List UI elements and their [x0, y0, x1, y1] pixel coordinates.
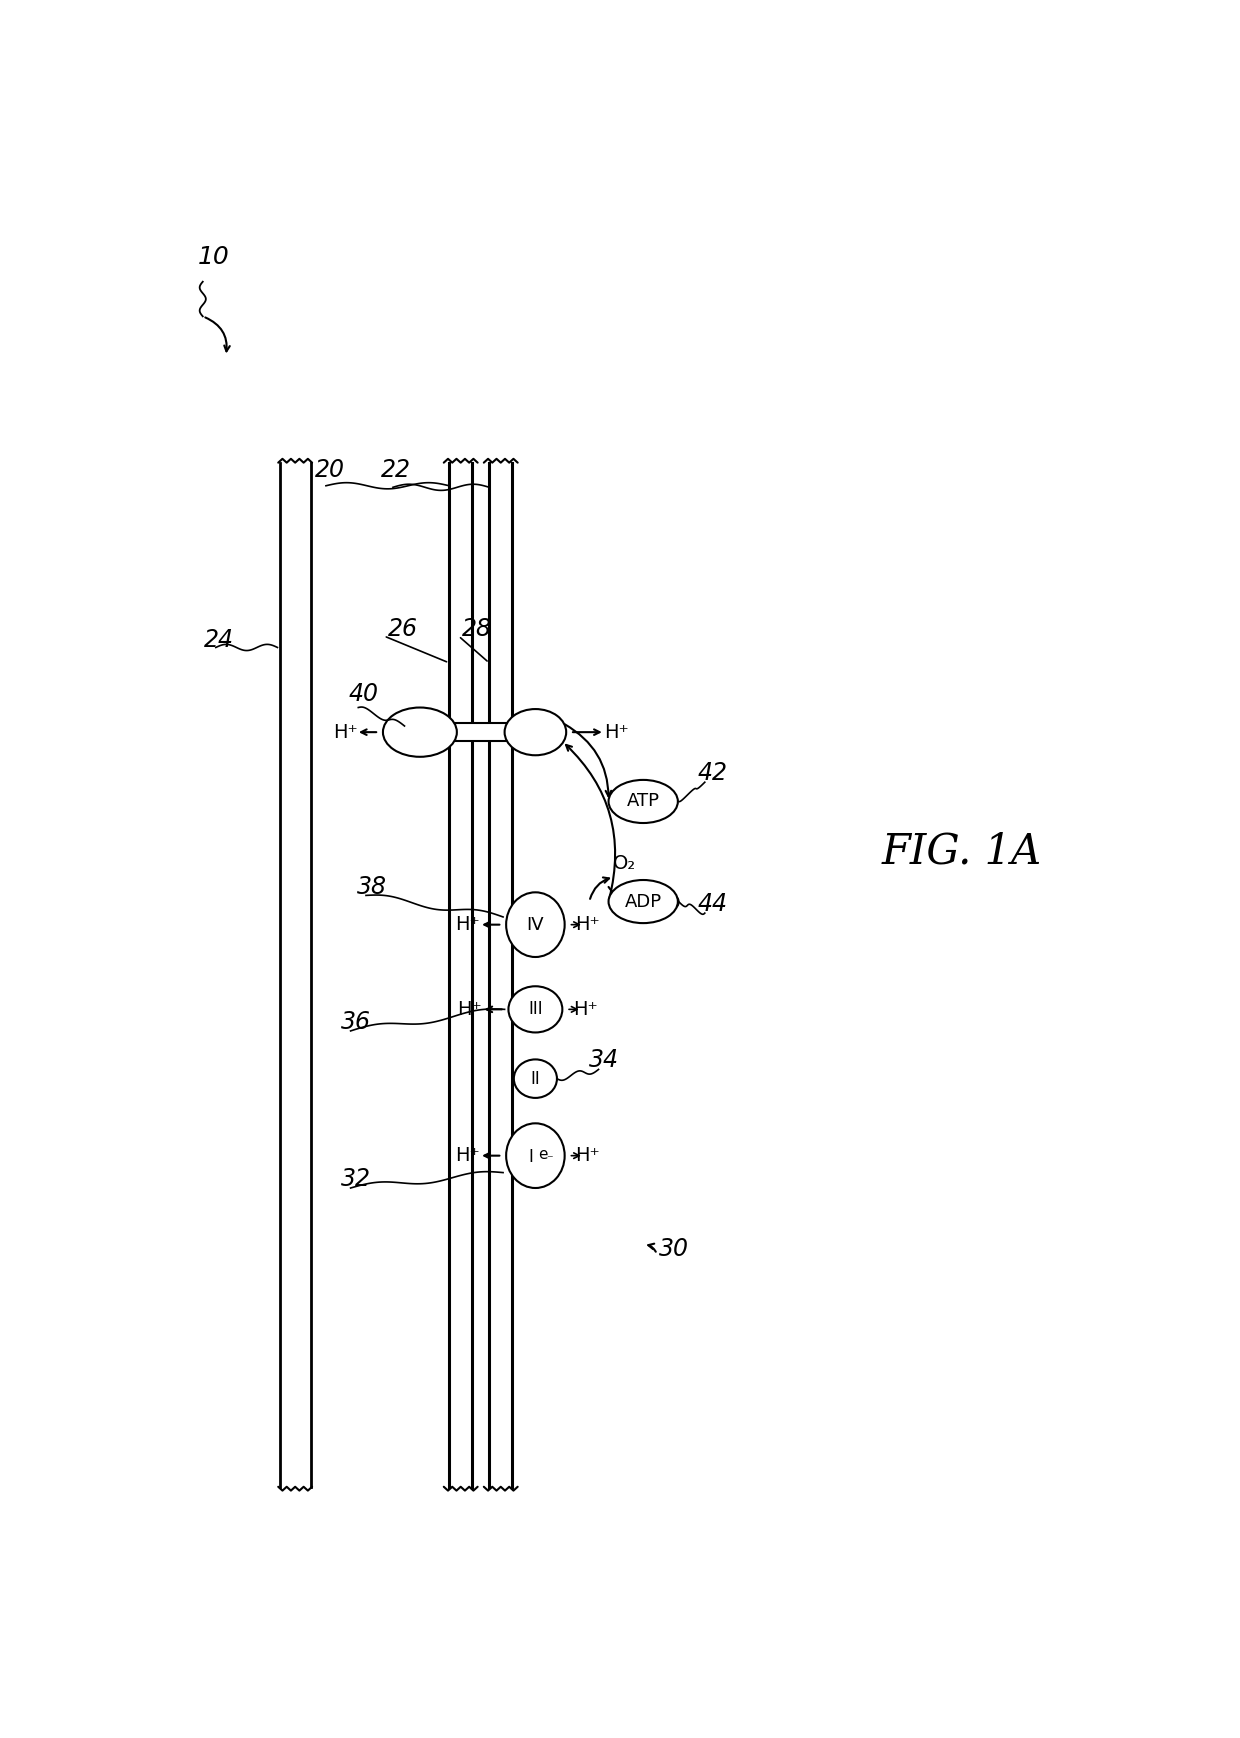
Text: FIG. 1A: FIG. 1A [882, 831, 1042, 872]
Text: H⁺: H⁺ [455, 1145, 480, 1164]
Text: ⁻: ⁻ [546, 1152, 553, 1166]
Ellipse shape [609, 879, 678, 923]
Text: 36: 36 [341, 1010, 371, 1034]
Bar [453, 723, 508, 742]
Text: 10: 10 [198, 245, 229, 269]
Text: 30: 30 [658, 1237, 688, 1260]
Text: 20: 20 [315, 457, 345, 481]
Text: 44: 44 [697, 892, 727, 916]
Text: 28: 28 [463, 617, 492, 641]
Text: O₂: O₂ [613, 853, 636, 872]
Ellipse shape [383, 707, 456, 756]
Text: H⁺: H⁺ [575, 916, 600, 933]
Ellipse shape [506, 1123, 564, 1189]
Text: H₂O: H₂O [644, 895, 681, 912]
Text: III: III [528, 1001, 543, 1018]
Text: H⁺: H⁺ [575, 1145, 600, 1164]
Text: 32: 32 [341, 1168, 371, 1192]
Text: 22: 22 [382, 457, 412, 481]
Text: IV: IV [527, 916, 544, 933]
Text: H⁺: H⁺ [455, 916, 480, 933]
Bar [449, 462, 472, 1486]
Bar [490, 462, 512, 1486]
Text: 42: 42 [697, 761, 727, 786]
Bar [280, 462, 310, 1486]
Text: 24: 24 [205, 629, 234, 652]
Text: II: II [531, 1069, 541, 1088]
Text: I: I [528, 1149, 533, 1166]
Text: 34: 34 [589, 1048, 619, 1072]
Text: 40: 40 [350, 683, 379, 706]
Text: H⁺: H⁺ [573, 999, 598, 1018]
Ellipse shape [506, 892, 564, 958]
Text: ATP: ATP [626, 793, 660, 810]
Ellipse shape [609, 780, 678, 824]
Ellipse shape [513, 1060, 557, 1098]
Text: ADP: ADP [625, 893, 662, 911]
Text: H⁺: H⁺ [334, 723, 358, 742]
Ellipse shape [508, 985, 563, 1032]
Text: 26: 26 [388, 617, 418, 641]
Text: e: e [538, 1147, 548, 1161]
Ellipse shape [505, 709, 567, 756]
Text: H⁺: H⁺ [604, 723, 629, 742]
Text: H⁺: H⁺ [458, 999, 482, 1018]
Text: 38: 38 [357, 874, 387, 899]
